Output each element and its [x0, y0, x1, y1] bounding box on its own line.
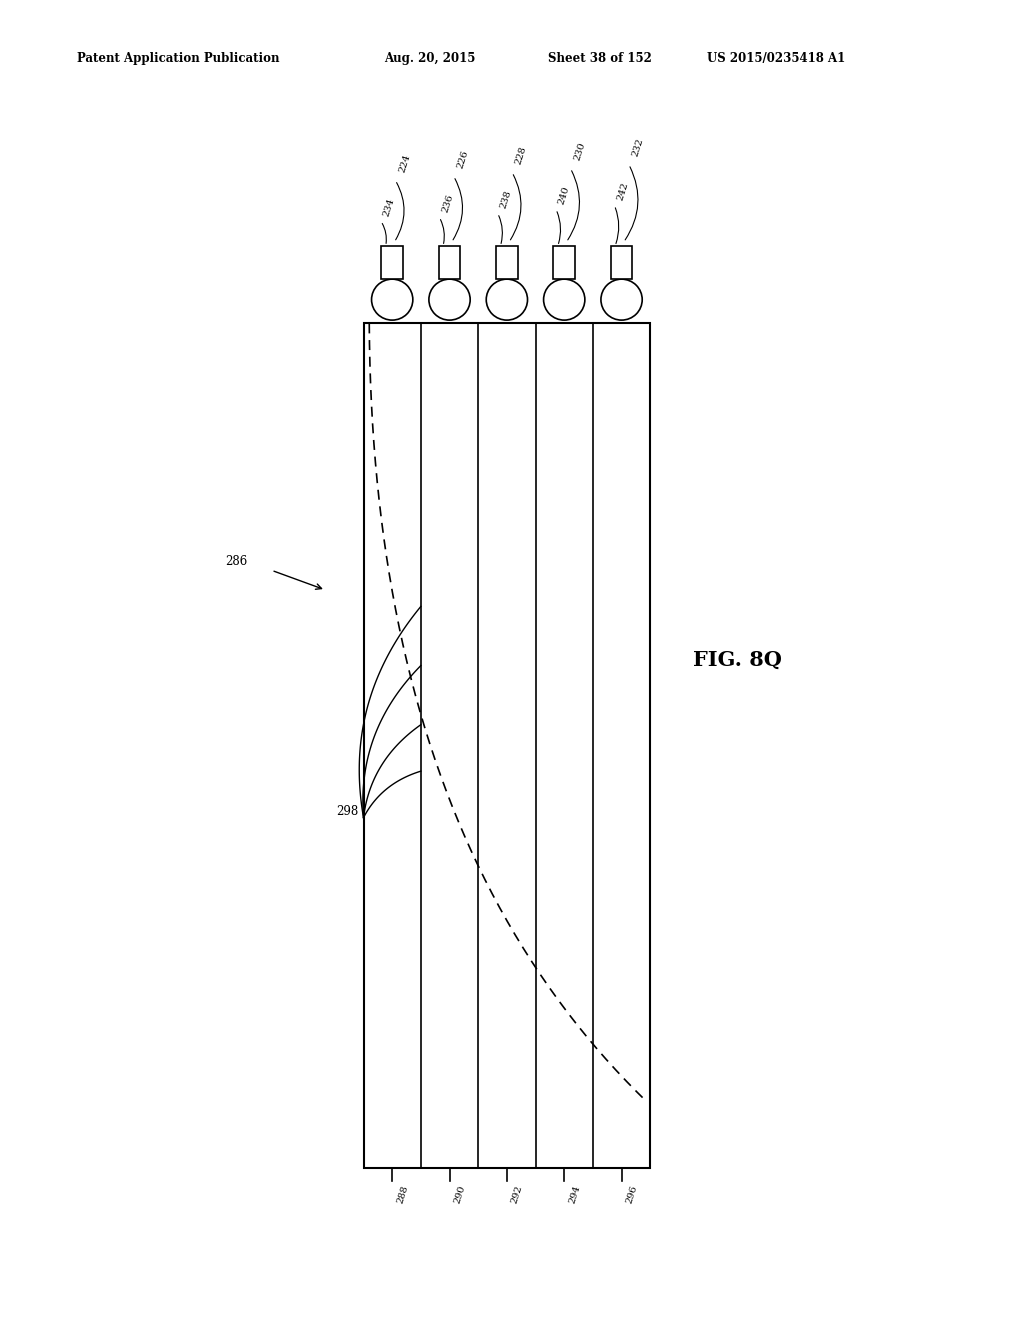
Ellipse shape: [544, 279, 585, 321]
Text: 290: 290: [453, 1184, 467, 1204]
Ellipse shape: [601, 279, 642, 321]
Text: US 2015/0235418 A1: US 2015/0235418 A1: [707, 51, 845, 65]
Text: FIG. 8Q: FIG. 8Q: [693, 649, 781, 671]
Bar: [496, 246, 518, 279]
Text: 226: 226: [456, 149, 470, 169]
Text: 242: 242: [615, 181, 630, 201]
Text: 234: 234: [382, 197, 396, 216]
Ellipse shape: [486, 279, 527, 321]
Text: Aug. 20, 2015: Aug. 20, 2015: [384, 51, 475, 65]
Text: 288: 288: [395, 1184, 410, 1204]
Text: 286: 286: [225, 554, 248, 568]
Bar: [553, 246, 575, 279]
Bar: [364, 323, 650, 1168]
Text: 224: 224: [397, 153, 412, 173]
Text: 232: 232: [631, 137, 645, 157]
Text: Patent Application Publication: Patent Application Publication: [77, 51, 280, 65]
Text: 238: 238: [499, 189, 513, 209]
Text: 228: 228: [514, 145, 528, 165]
Text: 296: 296: [625, 1184, 639, 1204]
Bar: [438, 246, 461, 279]
Bar: [381, 246, 403, 279]
Text: 236: 236: [440, 193, 455, 213]
Ellipse shape: [372, 279, 413, 321]
Text: 298: 298: [336, 804, 358, 817]
Text: 292: 292: [510, 1184, 524, 1205]
Ellipse shape: [429, 279, 470, 321]
Text: 240: 240: [557, 185, 571, 205]
Bar: [610, 246, 633, 279]
Text: 230: 230: [572, 141, 587, 161]
Text: 294: 294: [567, 1184, 582, 1205]
Text: Sheet 38 of 152: Sheet 38 of 152: [548, 51, 651, 65]
